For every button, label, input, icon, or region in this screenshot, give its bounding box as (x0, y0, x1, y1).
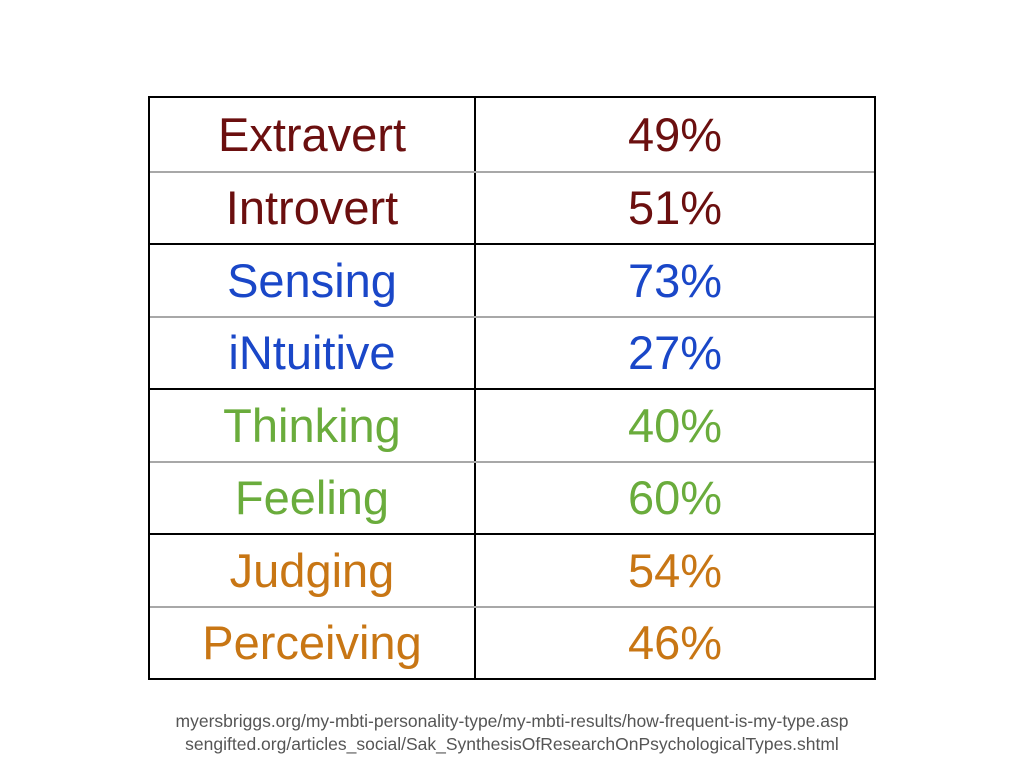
table-row: Feeling 60% (150, 460, 874, 533)
trait-cell: Perceiving (150, 607, 476, 678)
trait-cell: Thinking (150, 390, 476, 461)
source-url-myersbriggs: myersbriggs.org/my-mbti-personality-type… (175, 711, 849, 731)
percent-cell: 27% (627, 326, 723, 380)
trait-cell: Judging (150, 535, 476, 606)
table-row: Judging 54% (150, 533, 874, 606)
trait-cell: Feeling (150, 462, 476, 533)
trait-cell: iNtuitive (150, 317, 476, 388)
percent-cell: 49% (627, 107, 723, 161)
percent-cell: 51% (627, 181, 723, 235)
table-row: Thinking 40% (150, 388, 874, 461)
table-row: Perceiving 46% (150, 605, 874, 678)
table-row: iNtuitive 27% (150, 315, 874, 388)
source-url-sengifted: sengifted.org/articles_social/Sak_Synthe… (185, 734, 839, 754)
personality-type-table: Extravert 49% Introvert 51% Sensing 73% … (148, 96, 876, 680)
percent-cell: 46% (627, 616, 723, 670)
trait-cell: Extravert (150, 98, 476, 171)
percent-cell: 60% (627, 471, 723, 525)
percent-cell: 40% (627, 398, 723, 452)
trait-cell: Introvert (150, 172, 476, 243)
trait-cell: Sensing (150, 245, 476, 316)
table-row: Introvert 51% (150, 170, 874, 243)
percent-cell: 54% (627, 543, 723, 597)
source-citations: myersbriggs.org/my-mbti-personality-type… (0, 710, 1024, 756)
table-row: Sensing 73% (150, 243, 874, 316)
table-row: Extravert 49% (150, 98, 874, 171)
percent-cell: 73% (627, 253, 723, 307)
